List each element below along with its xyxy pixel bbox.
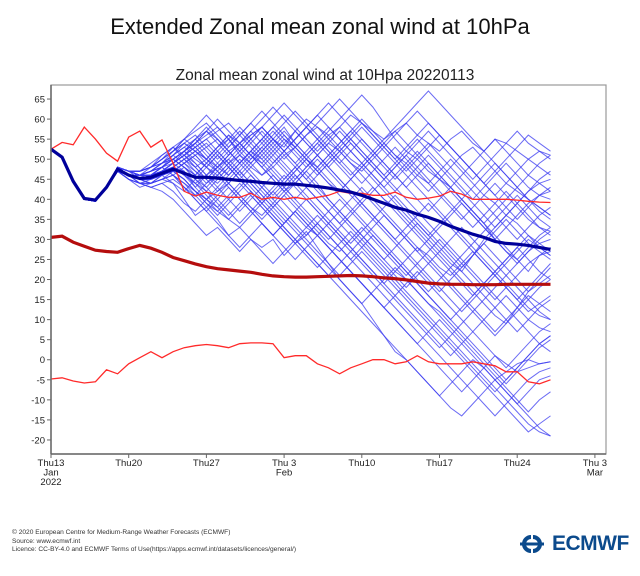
y-tick-label: 60 (34, 115, 45, 126)
ensemble-member-line (50, 114, 551, 202)
ensemble-member-line (50, 114, 551, 202)
x-tick-label: 2022 (40, 477, 61, 488)
x-tick-label: Thu10 (348, 458, 375, 469)
y-tick-label: 30 (34, 235, 45, 246)
y-tick-label: 20 (34, 275, 45, 286)
ensemble-member-line (50, 148, 551, 393)
y-tick-label: 5 (40, 335, 45, 346)
y-tick-label: -15 (31, 415, 45, 426)
climatology-max-line (50, 126, 551, 204)
y-tick-label: -20 (31, 435, 45, 446)
x-tick-label: Thu 3 (583, 458, 607, 469)
ensemble-member-line (50, 148, 551, 433)
ensemble-member-line (50, 130, 551, 265)
ensemble-member-line (50, 148, 551, 405)
page-title: Extended Zonal mean zonal wind at 10hPa (110, 14, 530, 39)
y-tick-label: -5 (37, 375, 45, 386)
x-tick-label: Thu17 (426, 458, 453, 469)
y-tick-label: -10 (31, 395, 45, 406)
y-tick-label: 50 (34, 155, 45, 166)
ensemble-member-line (50, 106, 551, 202)
x-tick-label: Feb (276, 468, 292, 479)
y-tick-label: 40 (34, 195, 45, 206)
y-tick-label: 25 (34, 255, 45, 266)
y-tick-label: 65 (34, 95, 45, 106)
y-tick-label: 35 (34, 215, 45, 226)
x-tick-label: Thu24 (504, 458, 531, 469)
x-tick-label: Jan (43, 468, 58, 479)
x-tick-label: Mar (587, 468, 603, 479)
chart-overlays (50, 126, 551, 385)
logo-text: ECMWF (552, 532, 629, 555)
x-tick-label: Thu20 (115, 458, 142, 469)
y-tick-label: 45 (34, 175, 45, 186)
climatology-min-line (50, 342, 551, 385)
ensemble-mean-line (50, 147, 551, 251)
chart: Zonal mean zonal wind at 10Hpa 20220113 … (31, 67, 607, 488)
y-tick-label: 0 (40, 355, 45, 366)
ensemble-member-line (50, 126, 551, 393)
source-line: Source: www.ecmwf.int (12, 537, 81, 545)
y-tick-label: 55 (34, 135, 45, 146)
ensemble-member-line (50, 148, 551, 369)
ensemble-member-line (50, 148, 551, 297)
x-tick-label: Thu 3 (272, 458, 296, 469)
copyright-line: © 2020 European Centre for Medium-Range … (12, 529, 231, 536)
ecmwf-logo: ECMWF (515, 532, 629, 556)
y-tick-label: 15 (34, 295, 45, 306)
x-tick-label: Thu27 (193, 458, 220, 469)
x-tick-label: Thu13 (38, 458, 65, 469)
footer: © 2020 European Centre for Medium-Range … (12, 529, 296, 555)
y-tick-label: 10 (34, 315, 45, 326)
chart-title: Zonal mean zonal wind at 10Hpa 20220113 (176, 67, 475, 84)
climatology-mean-line (50, 234, 551, 287)
ecmwf-logo-icon (520, 535, 544, 553)
licence-line: Licence: CC-BY-4.0 and ECMWF Terms of Us… (12, 546, 297, 554)
